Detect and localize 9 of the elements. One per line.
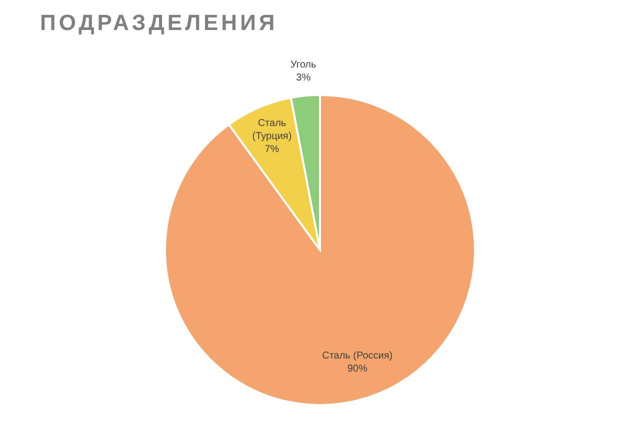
data-label: 7% — [264, 144, 280, 156]
slice-label: Уголь — [290, 60, 316, 71]
chart-title: ПОДРАЗДЕЛЕНИЯ — [40, 10, 278, 36]
pie-slice — [164, 94, 476, 406]
slice-label: Сталь (Турция) — [252, 118, 292, 142]
slice-label: Сталь (Россия) — [322, 350, 393, 362]
data-label: 3% — [296, 72, 311, 84]
pie-slice — [228, 96, 321, 251]
data-label: 90% — [347, 363, 368, 374]
